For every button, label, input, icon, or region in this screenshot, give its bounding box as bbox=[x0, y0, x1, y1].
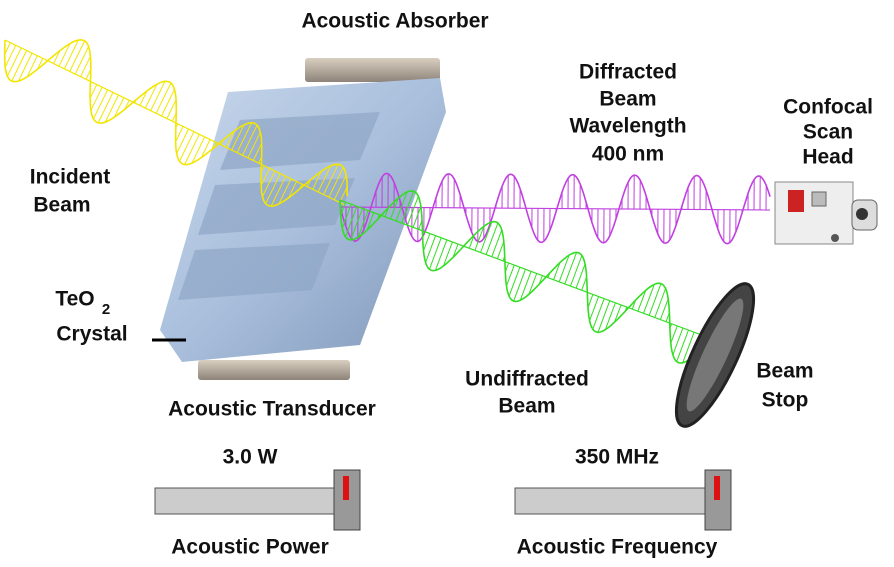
crystal-formula: TeO bbox=[55, 288, 94, 311]
crystal-label: Crystal bbox=[56, 323, 127, 346]
undiffracted-label: Beam bbox=[498, 395, 555, 418]
transducer bbox=[198, 360, 350, 380]
undiffracted-wave-stroke bbox=[340, 200, 715, 340]
scan-head-label: Head bbox=[802, 146, 853, 169]
beam-stop-label: Stop bbox=[762, 389, 809, 412]
power-readout: 3.0 W bbox=[223, 446, 278, 469]
power-track[interactable] bbox=[155, 488, 340, 514]
power-thumb[interactable] bbox=[334, 470, 360, 530]
scan-head-label: Confocal bbox=[783, 96, 873, 119]
frequency-readout: 350 MHz bbox=[575, 446, 659, 469]
incident-label: Incident bbox=[30, 166, 111, 189]
beam-stop-label: Beam bbox=[756, 360, 813, 383]
absorber-label: Acoustic Absorber bbox=[301, 10, 488, 33]
diffracted-label: Diffracted bbox=[579, 61, 677, 84]
absorber bbox=[305, 58, 440, 82]
frequency-label: Acoustic Frequency bbox=[517, 536, 718, 559]
scan-head-label: Scan bbox=[803, 121, 853, 144]
incident-label: Beam bbox=[33, 194, 90, 217]
crystal-subscript: 2 bbox=[102, 301, 110, 318]
wavelength-readout: 400 nm bbox=[592, 143, 664, 166]
frequency-thumb[interactable] bbox=[705, 470, 731, 530]
frequency-track[interactable] bbox=[515, 488, 715, 514]
scan-head bbox=[775, 182, 877, 244]
power-label: Acoustic Power bbox=[171, 536, 329, 559]
transducer-label: Acoustic Transducer bbox=[168, 398, 376, 421]
diffracted-label: Wavelength bbox=[569, 115, 686, 138]
diagram: Acoustic Absorber Diffracted Beam Wavele… bbox=[0, 0, 894, 567]
diffracted-label: Beam bbox=[599, 88, 656, 111]
undiffracted-label: Undiffracted bbox=[465, 368, 589, 391]
